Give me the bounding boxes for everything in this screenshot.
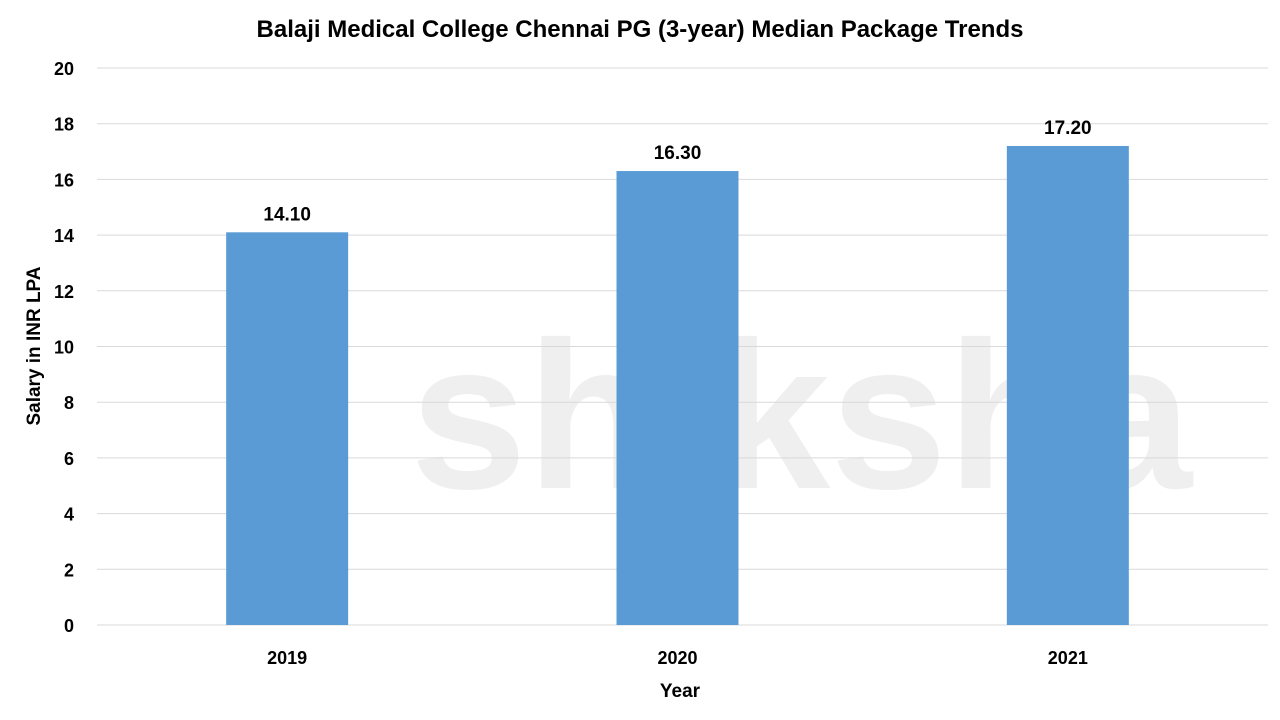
y-tick-label: 14 <box>54 226 74 246</box>
data-label: 17.20 <box>1044 118 1092 139</box>
y-tick-label: 18 <box>54 115 74 135</box>
bar-2019 <box>226 232 349 625</box>
y-tick-label: 0 <box>64 616 74 636</box>
y-tick-label: 10 <box>54 338 74 358</box>
data-label: 16.30 <box>654 143 702 164</box>
x-tick-label: 2019 <box>267 648 307 668</box>
chart-title: Balaji Medical College Chennai PG (3-yea… <box>257 16 1024 43</box>
y-tick-label: 16 <box>54 170 74 190</box>
y-tick-label: 20 <box>54 59 74 79</box>
x-tick-label: 2020 <box>657 648 697 668</box>
y-axis-label: Salary in INR LPA <box>24 266 45 425</box>
y-axis-ticks: 0 2 4 6 8 10 12 14 16 18 20 <box>54 59 74 636</box>
y-tick-label: 6 <box>64 449 74 469</box>
x-axis-ticks: 2019 2020 2021 <box>267 648 1088 668</box>
y-tick-label: 12 <box>54 282 74 302</box>
y-tick-label: 4 <box>64 505 74 525</box>
bar-2021 <box>1006 145 1129 626</box>
x-tick-label: 2021 <box>1048 648 1088 668</box>
y-tick-label: 8 <box>64 393 74 413</box>
x-axis-label: Year <box>660 681 701 702</box>
bars: 14.10 16.30 17.20 <box>226 118 1129 626</box>
bar-2020 <box>616 171 739 626</box>
y-tick-label: 2 <box>64 560 74 580</box>
data-label: 14.10 <box>263 204 311 225</box>
